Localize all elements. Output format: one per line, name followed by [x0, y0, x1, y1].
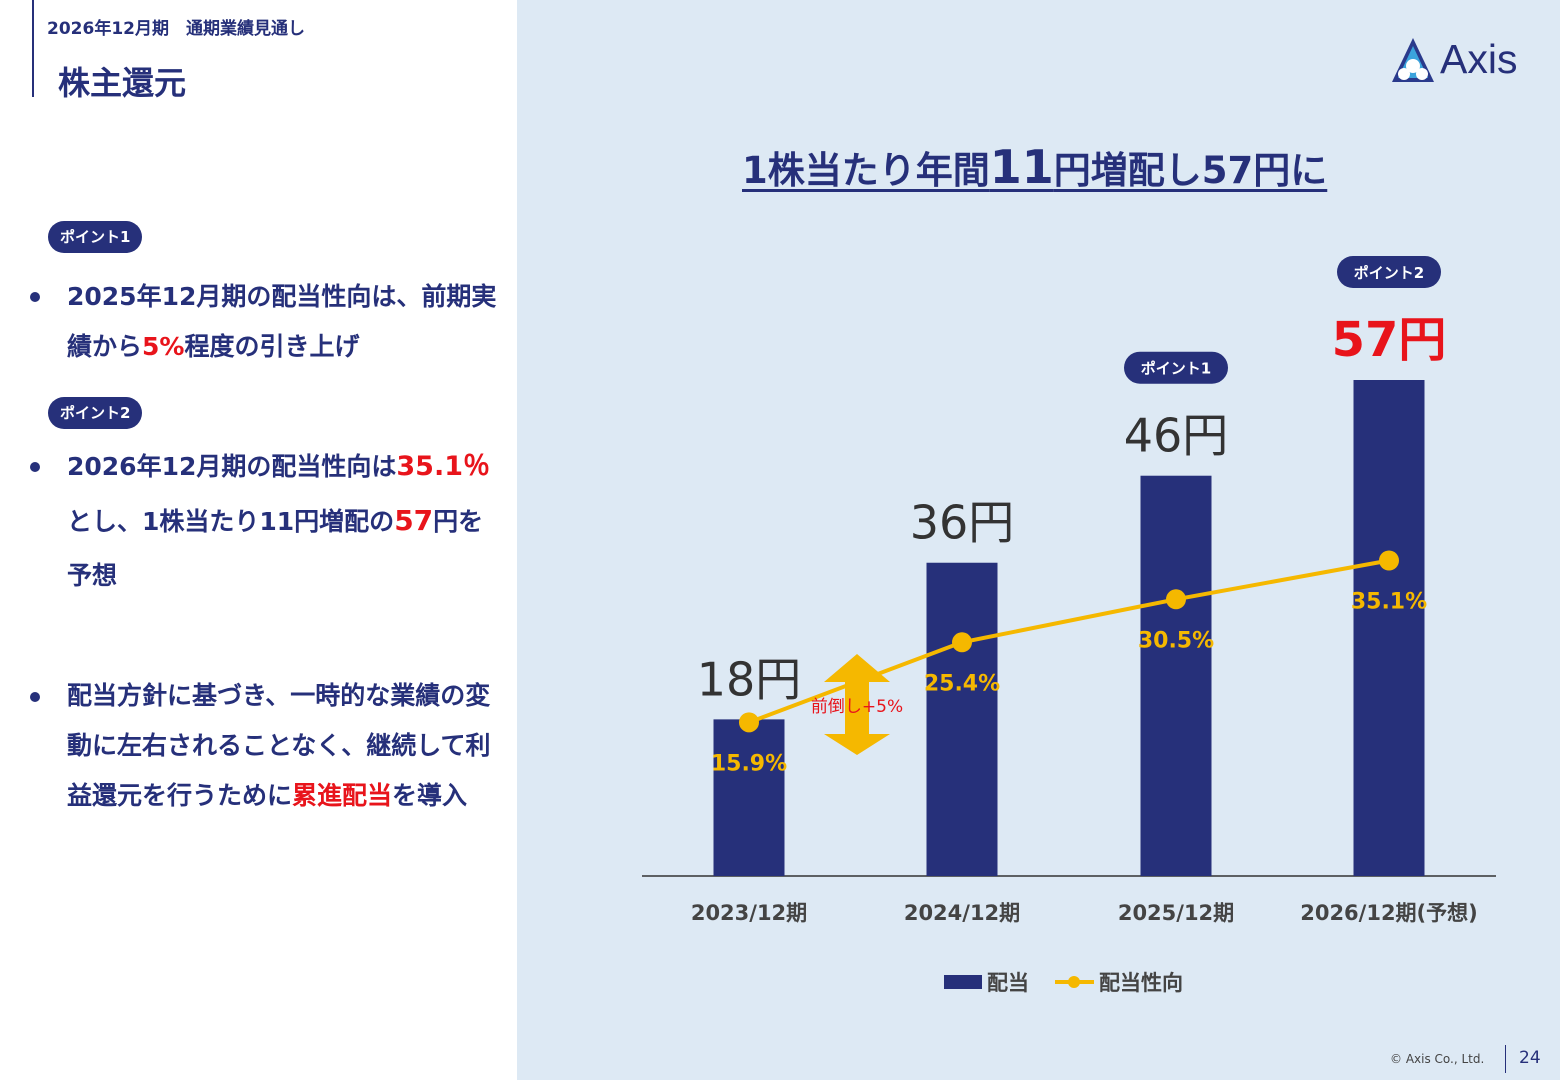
- bar-value-label: 46円: [1124, 409, 1229, 463]
- x-tick-label: 2023/12期: [691, 901, 807, 925]
- point3-text: 配当方針に基づき、一時的な業績の変動に左右されることなく、継続して利益還元を行う…: [67, 681, 491, 810]
- point2-text: 2026年12月期の配当性向は35.1％とし、1株当たり11円増配の57円を予想: [67, 451, 490, 590]
- legend-label-payout: 配当性向: [1099, 971, 1183, 995]
- bar-dividend: [1353, 380, 1425, 876]
- point-badge: [1124, 351, 1228, 384]
- double-arrow-annotation: [824, 654, 890, 755]
- logo-text: Axis: [1440, 36, 1518, 82]
- point1-badge: ポイント1: [48, 221, 143, 253]
- axis-logo-icon: [1392, 38, 1434, 82]
- bar-value-label: 57円: [1332, 312, 1447, 368]
- point-badge: [1337, 256, 1441, 288]
- bar-dividend: [1140, 475, 1212, 876]
- bullet-3: [30, 692, 40, 702]
- point1-text: 2025年12月期の配当性向は、前期実績から5%程度の引き上げ: [67, 282, 497, 361]
- axis-logo: Axis: [1388, 36, 1538, 88]
- bar-value-label: 18円: [697, 652, 802, 706]
- annotation-label: 前倒し+5%: [811, 697, 903, 717]
- x-tick-label: 2026/12期(予想): [1300, 901, 1478, 925]
- bar-value-label: 36円: [910, 496, 1015, 550]
- payout-ratio-label: 35.1%: [1351, 590, 1427, 615]
- payout-ratio-point: [1166, 589, 1186, 610]
- legend-swatch-payout-point: [1068, 976, 1080, 988]
- payout-ratio-point: [739, 712, 759, 733]
- footer-divider: [1505, 1045, 1506, 1073]
- bullet-1: [30, 292, 40, 302]
- x-tick-label: 2024/12期: [904, 901, 1020, 925]
- payout-ratio-point: [1379, 550, 1399, 571]
- bullet-2: [30, 462, 40, 472]
- copyright: © Axis Co., Ltd.: [1390, 1052, 1485, 1066]
- bar-dividend: [713, 719, 785, 876]
- legend-swatch-dividend: [944, 975, 982, 989]
- payout-ratio-label: 15.9%: [711, 751, 787, 776]
- payout-ratio-label: 25.4%: [924, 671, 1000, 696]
- page-number: 24: [1519, 1048, 1541, 1068]
- bar-dividend: [926, 562, 998, 876]
- chart-headline: 1株当たり年間11円増配し57円に: [742, 140, 1328, 194]
- point2-badge: ポイント2: [48, 397, 143, 429]
- point-badge-label: ポイント2: [1354, 264, 1424, 282]
- payout-ratio-label: 30.5%: [1138, 628, 1214, 653]
- legend-label-dividend: 配当: [987, 971, 1029, 995]
- left-panel: [0, 0, 517, 1080]
- page-title: 株主還元: [58, 64, 187, 102]
- x-tick-label: 2025/12期: [1118, 901, 1234, 925]
- point-badge-label: ポイント1: [1141, 360, 1211, 378]
- title-accent-line: [32, 0, 34, 97]
- payout-ratio-point: [952, 632, 972, 653]
- page-subtitle: 2026年12月期 通期業績見通し: [47, 19, 305, 39]
